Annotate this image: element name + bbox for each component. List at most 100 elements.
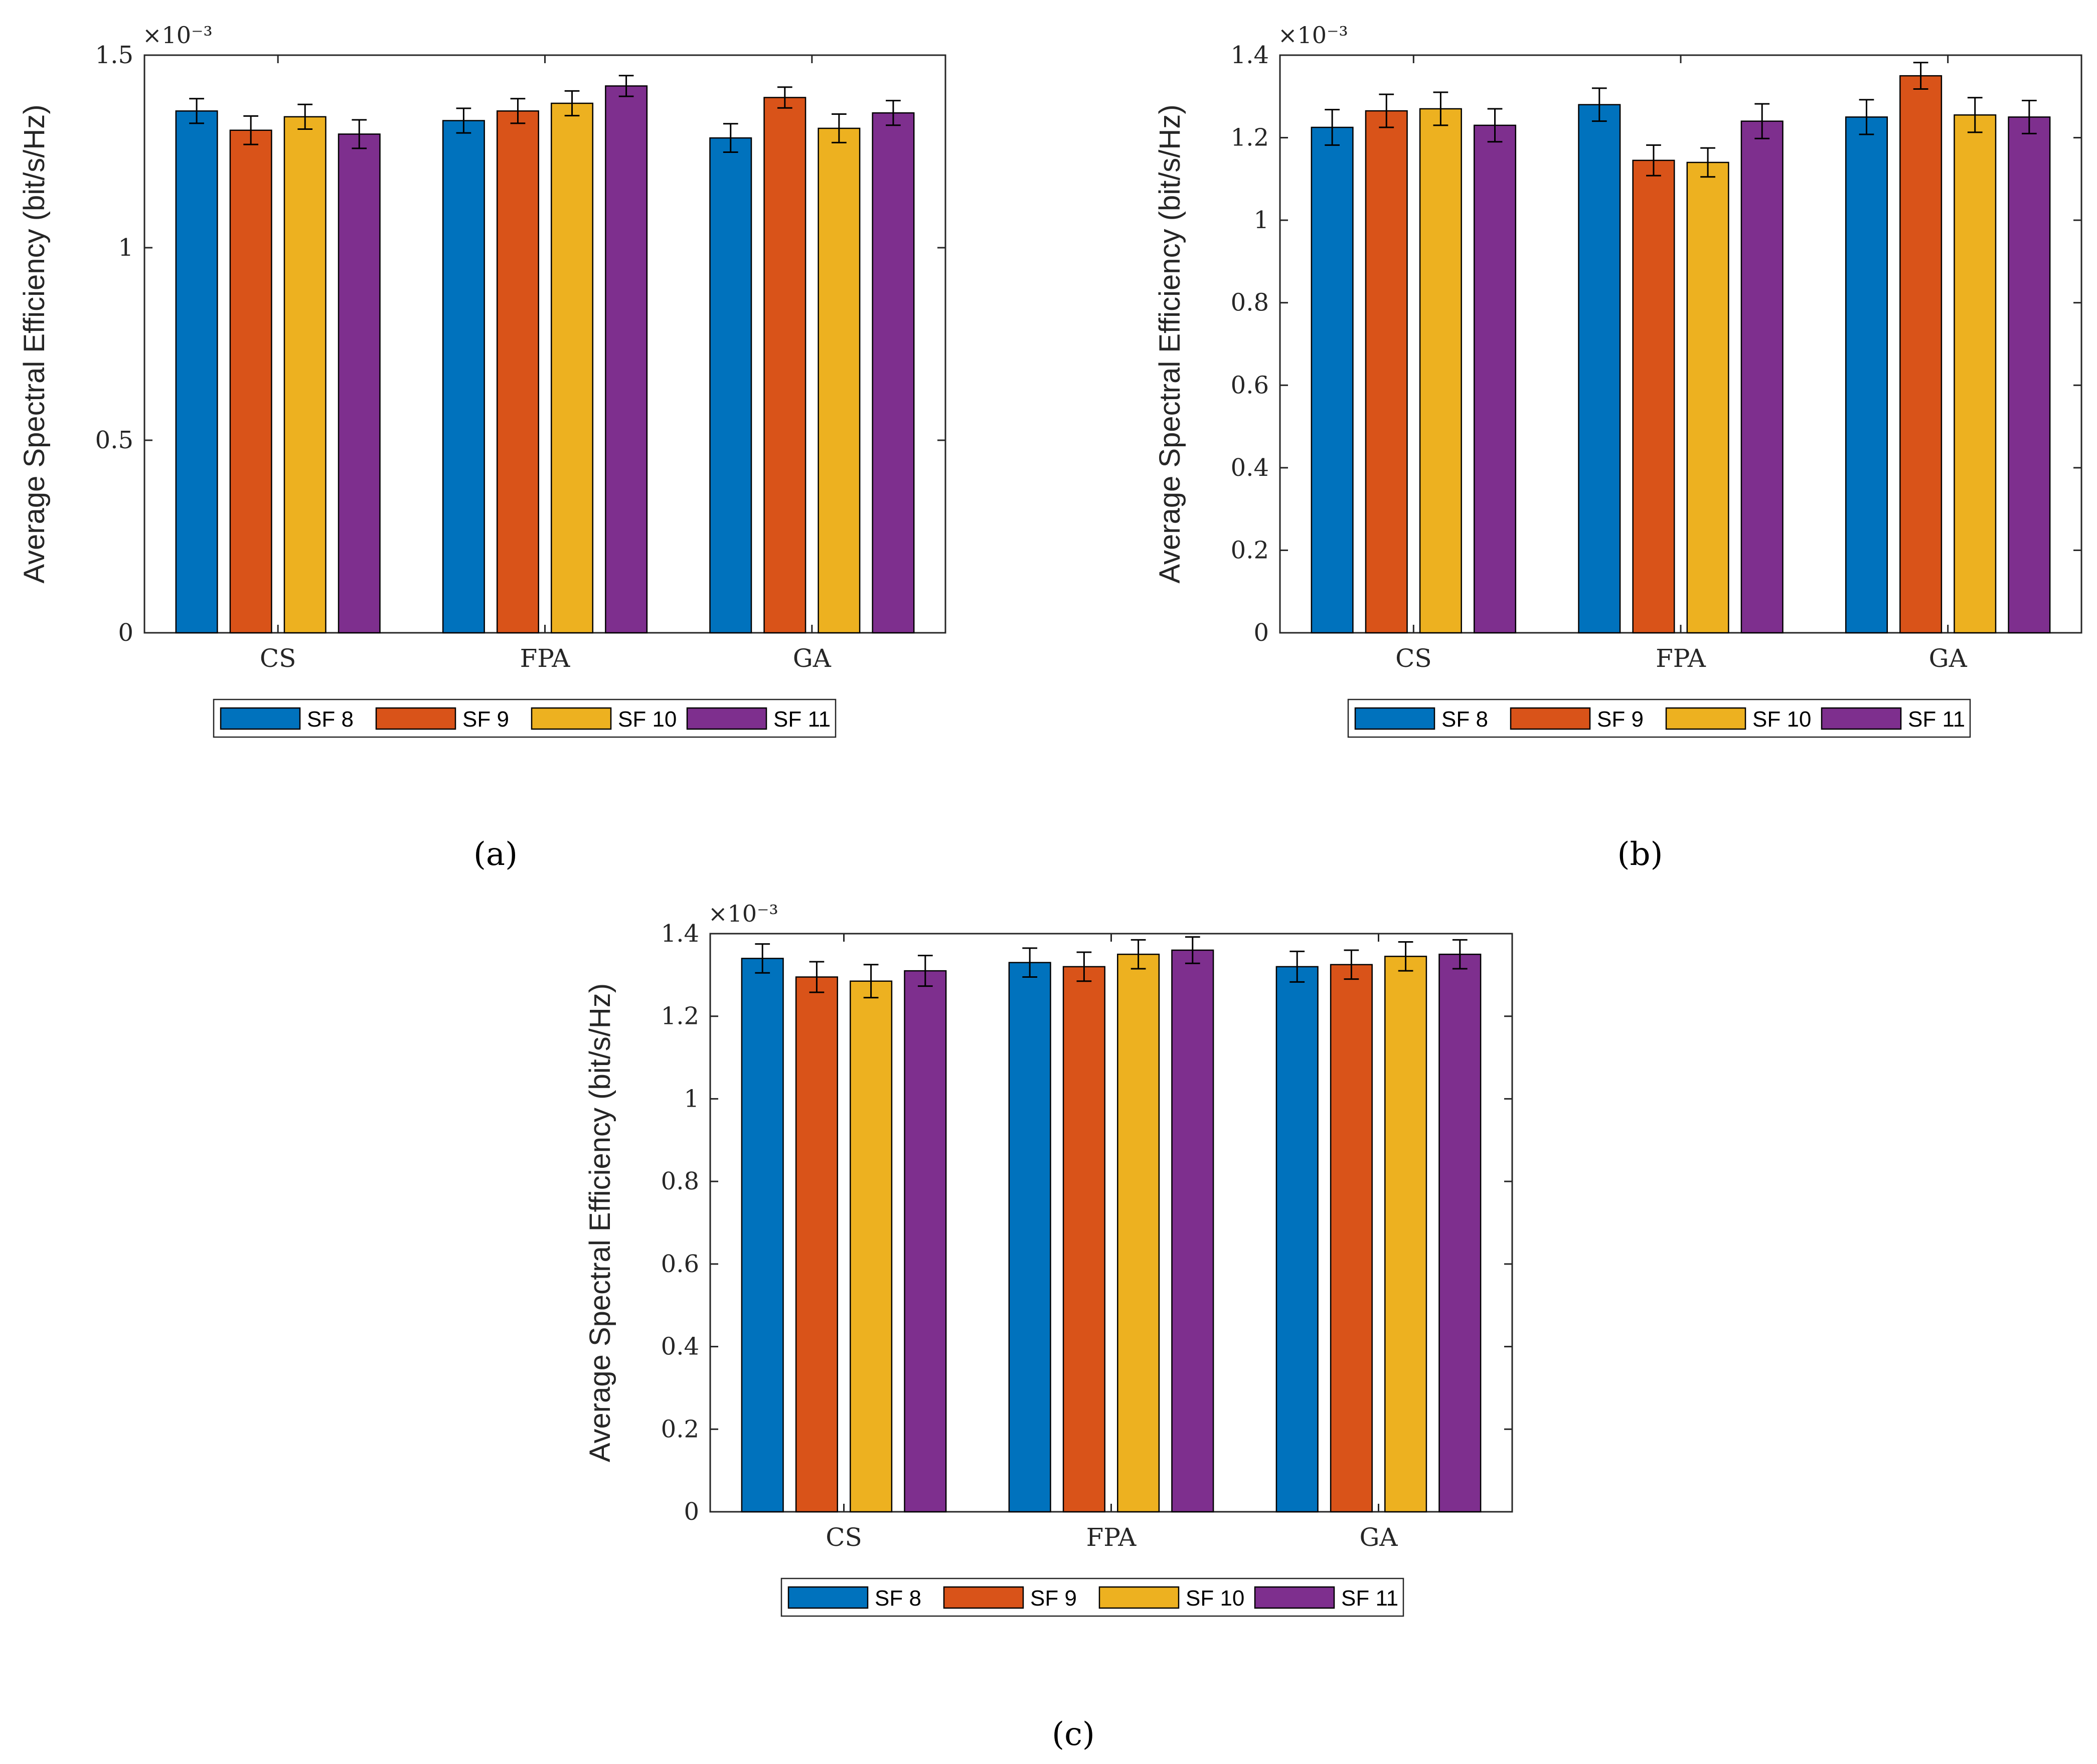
y-tick-label: 0 <box>118 619 133 647</box>
legend-swatch <box>1665 707 1746 730</box>
x-tick-label: GA <box>1359 1523 1398 1552</box>
legend-label: SF 8 <box>875 1586 921 1611</box>
y-tick-label: 0.2 <box>661 1415 699 1443</box>
bar-sf-9-ga <box>1330 964 1373 1513</box>
bar-sf-8-fpa <box>442 120 485 634</box>
bar-sf-9-fpa <box>496 110 539 634</box>
bar-sf-10-cs <box>850 980 893 1513</box>
legend: SF 8 SF 9 SF 10 SF 11 <box>213 698 837 738</box>
legend-swatch <box>375 707 456 730</box>
y-tick-label: 1.5 <box>95 41 133 69</box>
legend-swatch <box>1098 1586 1180 1609</box>
x-tick-label: CS <box>260 644 296 673</box>
bar-sf-9-cs <box>229 129 272 634</box>
y-axis-label: Average Spectral Efficiency (bit/s/Hz) <box>18 104 51 583</box>
y-axis-label: Average Spectral Efficiency (bit/s/Hz) <box>1154 104 1186 583</box>
y-tick-label: 0.5 <box>95 426 133 454</box>
y-tick-label: 0.4 <box>661 1333 699 1361</box>
panel-caption: (b) <box>1618 836 1663 873</box>
legend-swatch <box>787 1586 869 1609</box>
bar-sf-11-fpa <box>1171 949 1214 1513</box>
legend-swatch <box>943 1586 1024 1609</box>
bar-sf-9-fpa <box>1062 966 1105 1513</box>
legend-label: SF 8 <box>307 707 354 732</box>
legend-label: SF 10 <box>1186 1586 1244 1611</box>
plot-area <box>709 933 1513 1513</box>
legend: SF 8 SF 9 SF 10 SF 11 <box>1347 698 1971 738</box>
x-tick-label: FPA <box>1086 1523 1137 1552</box>
y-exponent-label: ×10⁻³ <box>708 900 778 927</box>
y-tick-label: 0 <box>684 1498 699 1526</box>
bar-sf-10-cs <box>1419 108 1462 634</box>
y-tick-label: 0.8 <box>661 1167 699 1195</box>
bar-sf-10-ga <box>1954 114 1997 634</box>
bar-sf-10-fpa <box>1686 161 1729 634</box>
panel-caption: (c) <box>1052 1716 1095 1753</box>
y-exponent-label: ×10⁻³ <box>1278 22 1348 49</box>
bar-sf-11-ga <box>1438 953 1482 1513</box>
x-tick-label: CS <box>1395 644 1432 673</box>
legend-swatch <box>1510 707 1591 730</box>
chart-panel-b: 0 0.2 0.4 0.6 0.8 1 1.2 1.4 ×10⁻³ Average Spectra… <box>1154 22 2082 873</box>
bar-sf-10-cs <box>283 116 327 634</box>
chart-panel-c: 0 0.2 0.4 0.6 0.8 1 1.2 1.4 ×10⁻³ Average Spectra… <box>584 900 1513 1753</box>
bar-sf-8-ga <box>1275 966 1319 1513</box>
legend-label: SF 11 <box>773 707 831 732</box>
y-axis-label: Average Spectral Efficiency (bit/s/Hz) <box>584 983 616 1462</box>
y-tick-label: 1.2 <box>1231 124 1269 152</box>
bar-sf-10-fpa <box>1117 953 1160 1513</box>
bar-sf-8-fpa <box>1008 962 1051 1513</box>
bar-sf-11-cs <box>338 133 381 634</box>
y-tick-label: 0.6 <box>661 1250 699 1278</box>
y-exponent-label: ×10⁻³ <box>142 22 213 49</box>
bar-sf-8-cs <box>175 110 218 634</box>
legend-swatch <box>1254 1586 1335 1609</box>
legend-label: SF 11 <box>1908 707 1965 732</box>
legend-label: SF 9 <box>1597 707 1644 732</box>
legend-swatch <box>1821 707 1902 730</box>
y-tick-label: 1 <box>684 1085 699 1113</box>
legend-label: SF 9 <box>462 707 509 732</box>
legend-swatch <box>531 707 612 730</box>
y-tick-label: 0.2 <box>1231 536 1269 564</box>
x-tick-label: FPA <box>520 644 571 673</box>
y-tick-label: 1 <box>118 234 133 262</box>
legend-label: SF 8 <box>1441 707 1488 732</box>
panel-caption: (a) <box>473 836 518 873</box>
y-tick-label: 0.4 <box>1231 454 1269 482</box>
x-tick-label: GA <box>793 644 832 673</box>
bar-sf-8-ga <box>709 137 752 634</box>
y-tick-label: 1.4 <box>1231 41 1269 69</box>
legend-label: SF 10 <box>618 707 677 732</box>
x-tick-label: GA <box>1929 644 1968 673</box>
bar-sf-8-cs <box>741 958 784 1513</box>
x-tick-label: FPA <box>1656 644 1706 673</box>
chart-panel-a: 0 0.5 1 1.5 ×10⁻³ Average Spectral Efficiency… <box>18 22 946 873</box>
bar-sf-9-cs <box>795 976 838 1513</box>
bar-sf-11-cs <box>904 970 947 1513</box>
y-tick-label: 1 <box>1253 206 1269 234</box>
bar-sf-9-ga <box>763 97 806 634</box>
bar-sf-9-ga <box>1899 75 1943 634</box>
legend: SF 8 SF 9 SF 10 SF 11 <box>780 1577 1404 1617</box>
y-tick-label: 1.4 <box>661 920 699 948</box>
bar-sf-9-cs <box>1365 110 1408 634</box>
bar-sf-8-fpa <box>1578 104 1621 634</box>
legend-label: SF 10 <box>1752 707 1811 732</box>
legend-label: SF 11 <box>1341 1586 1398 1611</box>
legend-label: SF 9 <box>1030 1586 1077 1611</box>
y-tick-label: 0.6 <box>1231 371 1269 399</box>
bar-sf-11-ga <box>2008 116 2051 634</box>
bar-sf-10-fpa <box>551 102 594 634</box>
legend-swatch <box>686 707 767 730</box>
y-tick-label: 0 <box>1253 619 1269 647</box>
bar-sf-11-fpa <box>1740 120 1784 634</box>
bar-sf-8-ga <box>1845 116 1888 634</box>
bar-sf-9-fpa <box>1632 159 1675 634</box>
legend-swatch <box>1354 707 1435 730</box>
bar-sf-11-cs <box>1473 124 1517 634</box>
legend-swatch <box>220 707 301 730</box>
bar-sf-10-ga <box>1384 956 1427 1513</box>
bar-sf-11-fpa <box>605 85 648 634</box>
